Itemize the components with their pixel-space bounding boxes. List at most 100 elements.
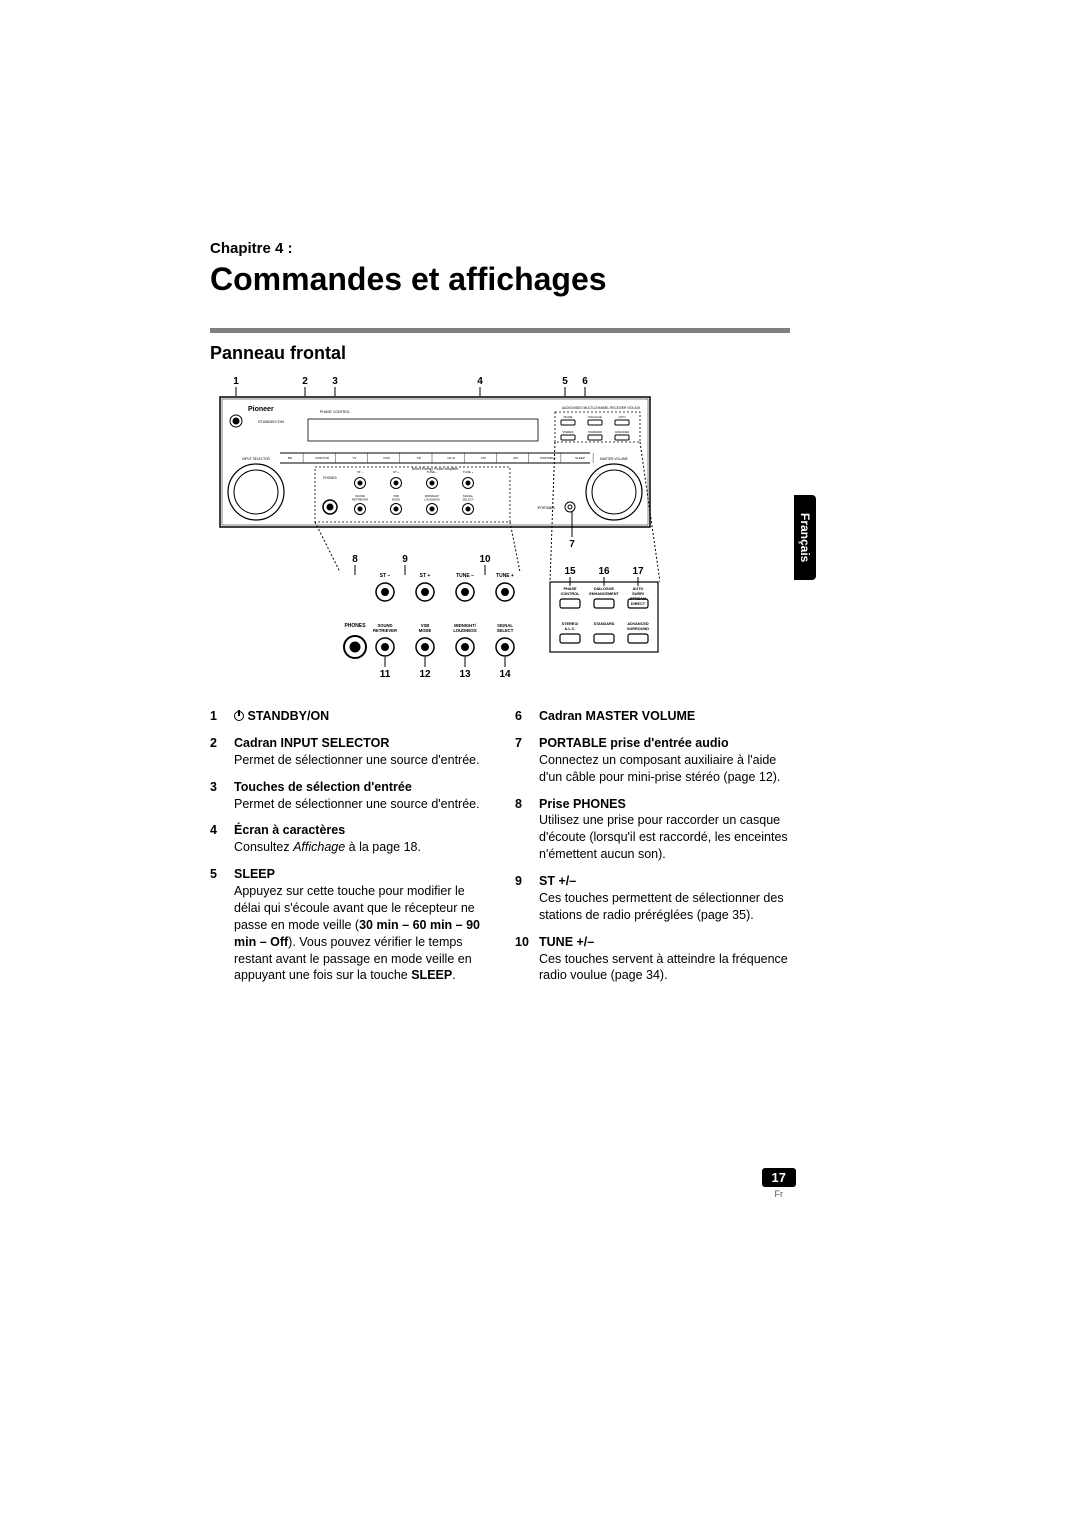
svg-text:A.L.C.: A.L.C. [565, 627, 576, 631]
item-body: Utilisez une prise pour raccorder un cas… [539, 812, 790, 863]
item-number: 7 [515, 735, 529, 752]
svg-text:DVR/VCR: DVR/VCR [315, 456, 329, 460]
svg-text:SURROUND: SURROUND [627, 627, 649, 631]
item-number: 2 [210, 735, 224, 752]
description-item: 10TUNE +/–Ces touches servent à atteindr… [515, 934, 790, 985]
svg-text:4: 4 [477, 376, 483, 387]
svg-text:PHASE CONTROL: PHASE CONTROL [320, 410, 350, 414]
svg-text:CD-R: CD-R [447, 456, 455, 460]
svg-text:LOUDNESS: LOUDNESS [453, 628, 476, 633]
item-title: PORTABLE prise d'entrée audio [539, 735, 729, 752]
svg-text:RETRIEVER: RETRIEVER [352, 498, 368, 502]
svg-text:DIALOGUE: DIALOGUE [588, 415, 602, 419]
svg-text:AUDIO/VIDEO MULTI-CHANNEL RECE: AUDIO/VIDEO MULTI-CHANNEL RECEIVER VSX-5… [562, 406, 640, 410]
item-body: Connectez un composant auxiliaire à l'ai… [539, 752, 790, 786]
item-number: 5 [210, 866, 224, 883]
item-number: 9 [515, 873, 529, 890]
svg-text:PHASE: PHASE [564, 415, 573, 419]
description-item: 3Touches de sélection d'entréePermet de … [210, 779, 485, 813]
svg-text:7: 7 [569, 539, 575, 550]
svg-text:STANDBY/ON: STANDBY/ON [258, 419, 284, 424]
svg-text:PHONES: PHONES [344, 623, 366, 629]
item-number: 10 [515, 934, 529, 951]
svg-text:RETRIEVER: RETRIEVER [373, 628, 397, 633]
svg-text:AUTO: AUTO [633, 587, 644, 591]
item-title: Prise PHONES [539, 796, 626, 813]
item-body: Permet de sélectionner une source d'entr… [234, 752, 485, 769]
svg-text:17: 17 [632, 566, 644, 577]
description-item: 5 SLEEPAppuyez sur cette touche pour modi… [210, 866, 485, 984]
item-title: Cadran MASTER VOLUME [539, 708, 695, 725]
svg-text:ADVANCED: ADVANCED [627, 622, 648, 626]
svg-text:TUNE +: TUNE + [463, 470, 474, 474]
svg-text:6: 6 [582, 376, 588, 387]
item-body: Appuyez sur cette touche pour modifier l… [234, 883, 485, 984]
item-body: Ces touches permettent de sélectionner d… [539, 890, 790, 924]
svg-text:TUNE –: TUNE – [456, 573, 474, 579]
item-title: SLEEP [234, 866, 275, 883]
svg-text:STANDARD: STANDARD [588, 430, 602, 434]
svg-text:PHASE: PHASE [563, 587, 577, 591]
svg-text:1: 1 [233, 376, 239, 387]
svg-text:ADVANCED: ADVANCED [615, 430, 629, 434]
svg-text:11: 11 [380, 669, 391, 680]
page-number-box: 17 Fr [762, 1168, 796, 1199]
svg-text:BD: BD [288, 456, 293, 460]
svg-text:ST +: ST + [420, 573, 431, 579]
item-title: STANDBY/ON [234, 708, 329, 725]
chapter-label: Chapitre 4 : [210, 240, 790, 257]
item-number: 4 [210, 822, 224, 839]
svg-text:CD: CD [417, 456, 422, 460]
section-heading: Panneau frontal [210, 343, 790, 364]
item-number: 1 [210, 708, 224, 725]
svg-text:STANDARD: STANDARD [593, 622, 614, 626]
svg-text:SELECT: SELECT [497, 628, 514, 633]
description-item: 6 Cadran MASTER VOLUME [515, 708, 790, 725]
svg-text:INPUT SELECTOR: INPUT SELECTOR [242, 457, 270, 461]
svg-text:DIRECT: DIRECT [631, 602, 646, 606]
page-lang: Fr [762, 1189, 796, 1199]
svg-text:10: 10 [479, 554, 491, 565]
svg-text:FM: FM [481, 456, 486, 460]
item-title: ST +/– [539, 873, 576, 890]
page-number: 17 [762, 1168, 796, 1187]
svg-text:TV: TV [353, 456, 357, 460]
svg-text:TUNE –: TUNE – [427, 470, 438, 474]
svg-text:SURR/: SURR/ [632, 592, 645, 596]
svg-text:ST –: ST – [357, 470, 364, 474]
svg-text:MASTER VOLUME: MASTER VOLUME [600, 457, 628, 461]
svg-text:ST +: ST + [393, 470, 400, 474]
svg-text:Pioneer: Pioneer [248, 406, 274, 413]
svg-text:14: 14 [499, 669, 511, 680]
svg-text:9: 9 [402, 554, 408, 565]
svg-text:AM: AM [513, 456, 518, 460]
language-tab: Français [794, 495, 816, 580]
front-panel-diagram: Pioneer STANDBY/ON PHASE CONTROL AUDIO/VIDE… [210, 372, 660, 692]
svg-text:SELECT: SELECT [463, 498, 474, 502]
item-body: Permet de sélectionner une source d'entr… [234, 796, 485, 813]
description-item: 8 Prise PHONESUtilisez une prise pour rac… [515, 796, 790, 864]
item-number: 8 [515, 796, 529, 813]
svg-text:ENHANCEMENT: ENHANCEMENT [589, 592, 619, 596]
description-item: 9 ST +/–Ces touches permettent de sélecti… [515, 873, 790, 924]
svg-text:15: 15 [564, 566, 576, 577]
svg-text:2: 2 [302, 376, 308, 387]
svg-text:5: 5 [562, 376, 568, 387]
item-title: TUNE +/– [539, 934, 594, 951]
item-title: Écran à caractères [234, 822, 345, 839]
svg-text:DIALOGUE: DIALOGUE [594, 587, 615, 591]
svg-text:MODE: MODE [419, 628, 432, 633]
item-number: 6 [515, 708, 529, 725]
svg-text:12: 12 [419, 669, 431, 680]
svg-text:TUNE +: TUNE + [496, 573, 514, 579]
description-item: 1 STANDBY/ON [210, 708, 485, 725]
item-title: Touches de sélection d'entrée [234, 779, 412, 796]
svg-text:8: 8 [352, 554, 358, 565]
svg-text:ST –: ST – [380, 573, 391, 579]
svg-text:PHONES: PHONES [323, 476, 336, 480]
svg-text:SLEEP: SLEEP [575, 456, 585, 460]
svg-text:STEREO/: STEREO/ [562, 430, 574, 434]
svg-text:16: 16 [598, 566, 610, 577]
description-item: 4Écran à caractèresConsultez Affichage à… [210, 822, 485, 856]
power-icon [234, 711, 244, 721]
